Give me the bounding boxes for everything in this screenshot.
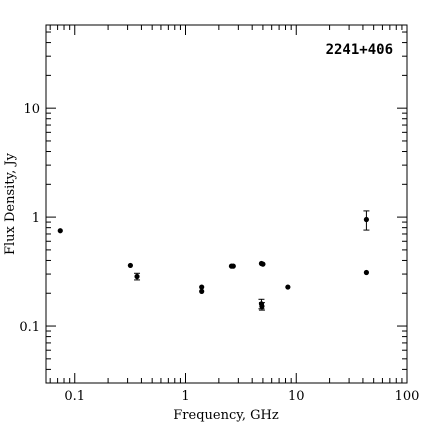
x-axis-label: Frequency, GHz	[173, 408, 279, 423]
axis-ticks	[46, 25, 408, 384]
data-point	[363, 269, 370, 276]
plot-frame	[45, 24, 408, 384]
data-point	[127, 262, 133, 269]
x-tick-label: 100	[395, 389, 420, 404]
data-point	[134, 273, 140, 280]
data-point	[259, 303, 265, 309]
y-tick-label: 1	[32, 211, 40, 226]
data-point	[285, 284, 291, 290]
data-point	[230, 263, 236, 269]
data-point	[57, 228, 63, 234]
data-point	[199, 288, 205, 294]
x-tick-label: 0.1	[64, 389, 85, 404]
x-tick-label: 10	[288, 389, 305, 404]
y-tick-label: 0.1	[19, 320, 40, 335]
y-axis-label: Flux Density, Jy	[3, 152, 18, 255]
y-tick-label: 10	[23, 102, 40, 117]
axis-tick-labels: 0.1 1 10 100 0.1 1 10	[19, 102, 419, 404]
data-point	[260, 261, 266, 267]
x-tick-label: 1	[181, 389, 189, 404]
data-point	[199, 284, 205, 290]
data-points	[57, 210, 370, 311]
data-point	[363, 216, 370, 223]
chart-title: 2241+406	[326, 42, 393, 58]
